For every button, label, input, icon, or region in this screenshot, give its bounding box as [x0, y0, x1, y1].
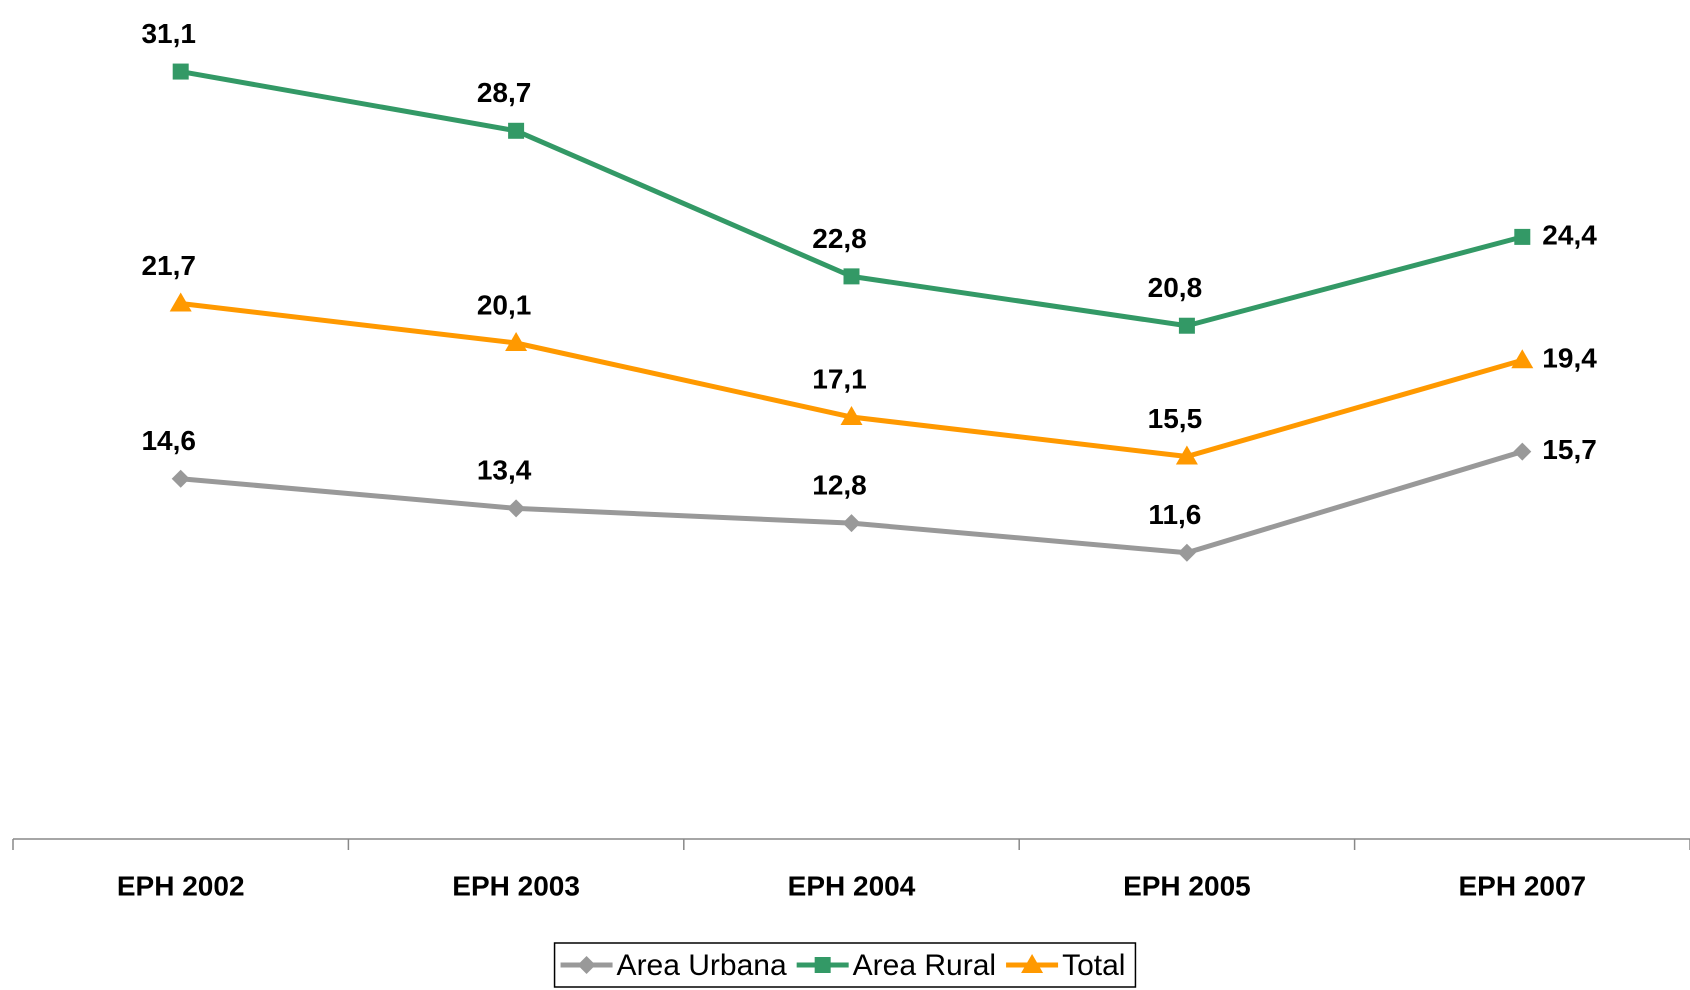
- x-tick-label: EPH 2002: [117, 870, 245, 901]
- data-label: 24,4: [1542, 219, 1597, 250]
- data-label: 11,6: [1148, 499, 1201, 530]
- data-label: 14,6: [141, 425, 196, 456]
- data-label: 31,1: [141, 18, 196, 49]
- legend: Area Urbana Area Rural Total: [553, 942, 1137, 988]
- data-point: [1511, 349, 1534, 369]
- data-label: 28,7: [477, 77, 532, 108]
- data-point: [169, 292, 192, 312]
- data-label: 15,7: [1542, 434, 1597, 465]
- data-label: 20,1: [477, 289, 532, 320]
- data-point: [1513, 442, 1532, 461]
- x-tick-label: EPH 2003: [452, 870, 580, 901]
- data-label: 12,8: [812, 470, 867, 501]
- data-label: 22,8: [812, 223, 867, 254]
- x-tick-label: EPH 2007: [1458, 870, 1586, 901]
- data-point: [507, 499, 526, 518]
- data-point: [842, 514, 861, 533]
- legend-marker: [577, 956, 596, 974]
- series-line: [180, 449, 1524, 556]
- series-line: [180, 69, 1523, 329]
- legend-marker: [1021, 954, 1044, 973]
- data-label: 13,4: [477, 455, 532, 486]
- data-label: 17,1: [812, 363, 867, 394]
- data-point: [1175, 445, 1198, 465]
- data-point: [1178, 317, 1195, 334]
- data-point: [1514, 228, 1531, 245]
- data-point: [508, 122, 525, 139]
- x-tick-label: EPH 2005: [1123, 870, 1251, 901]
- data-label: 20,8: [1148, 272, 1203, 303]
- x-tick-label: EPH 2004: [788, 870, 916, 901]
- data-label: 15,5: [1148, 403, 1203, 434]
- data-point: [1177, 543, 1196, 562]
- data-point: [840, 406, 863, 426]
- legend-marker: [814, 957, 831, 973]
- legend-label: Total: [1062, 949, 1125, 982]
- data-point: [172, 63, 189, 80]
- data-label: 19,4: [1542, 343, 1597, 374]
- legend-label: Area Urbana: [617, 949, 787, 982]
- data-label: 21,7: [141, 250, 196, 281]
- data-point: [843, 268, 860, 285]
- data-point: [505, 332, 528, 352]
- legend-label: Area Rural: [853, 949, 996, 982]
- data-point: [171, 469, 190, 488]
